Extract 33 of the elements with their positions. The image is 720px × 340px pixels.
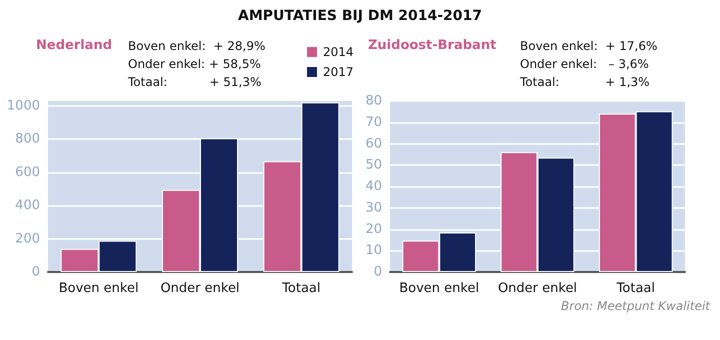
y-tick-label: 80 (365, 94, 382, 108)
y-tick-label: 400 (15, 198, 40, 214)
y-tick-label: 30 (365, 200, 382, 216)
text: Onder enkel: + 58,5% (128, 57, 261, 71)
y-tick-label: 40 (365, 179, 382, 194)
y-tick-label: 20 (365, 222, 382, 237)
y-tick-label: 800 (15, 132, 40, 147)
y-tick-label: 50 (365, 158, 382, 173)
y-tick-label: 1000 (6, 98, 40, 114)
x-tick-label: Boven enkel (58, 281, 139, 296)
legend-label: 2017 (323, 65, 354, 79)
y-tick-label: 0 (374, 264, 382, 280)
text: Boven enkel: + 28,9% (128, 39, 266, 53)
text: Boven enkel: + 17,6% (520, 39, 658, 53)
legend-label: 2014 (323, 45, 354, 59)
text: Totaal: + 1,3% (519, 75, 650, 89)
x-tick-label: Boven enkel (399, 281, 480, 296)
text: Onder enkel: – 3,6% (520, 57, 649, 71)
chart-subtitle: Zuidoost-Brabant (368, 38, 496, 53)
chart-title: AMPUTATIES BIJ DM 2014-2017 (236, 8, 483, 24)
text: Bron: Meetpunt Kwaliteit (561, 299, 712, 313)
y-tick-label: 60 (365, 136, 382, 152)
x-tick-label: Totaal (616, 281, 655, 296)
y-tick-label: 0 (32, 264, 40, 280)
y-tick-label: 10 (365, 243, 382, 258)
y-tick-label: 70 (365, 114, 382, 130)
x-tick-label: Onder enkel (160, 281, 240, 296)
x-tick-label: Onder enkel (498, 281, 578, 296)
y-tick-label: 200 (15, 231, 40, 246)
chart-subtitle: Nederland (36, 38, 112, 53)
text: Totaal: + 51,3% (127, 75, 262, 89)
y-tick-label: 600 (15, 164, 40, 180)
x-tick-label: Totaal (281, 281, 320, 296)
